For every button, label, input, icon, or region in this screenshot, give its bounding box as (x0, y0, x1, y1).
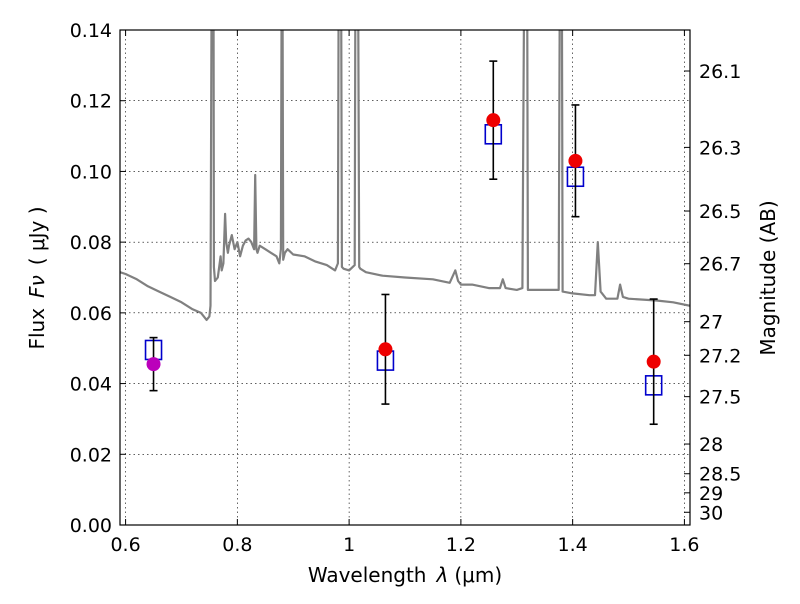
y-tick-label: 0.14 (70, 20, 112, 42)
y-tick-label: 0.12 (70, 91, 112, 113)
y2-tick-label: 26.7 (699, 254, 741, 276)
y-tick-label: 0.02 (70, 444, 112, 466)
x-tick-label: 0.8 (222, 534, 252, 556)
x-axis-label: Wavelength λ (μm) (308, 563, 502, 587)
y-tick-label: 0.00 (70, 515, 112, 537)
y-tick-label: 0.08 (70, 232, 112, 254)
y2-tick-label: 26.1 (699, 61, 741, 83)
y2-tick-label: 30 (699, 502, 723, 524)
y2-tick-label: 26.5 (699, 201, 741, 223)
axes: 0.6 0.8 1 1.2 1.4 1.6 0.00 0.02 0.04 0.06 0.08 0.10… (70, 20, 742, 556)
y2-tick-label: 29 (699, 483, 723, 505)
observed-flux-point (146, 357, 161, 372)
x-tick-label: 1.6 (669, 534, 699, 556)
markers (144, 60, 663, 426)
y-tick-label: 0.04 (70, 374, 112, 396)
x-tick-label: 1 (343, 534, 355, 556)
x-tick-label: 1.2 (446, 534, 476, 556)
y2-axis-label: Magnitude (AB) (756, 200, 780, 355)
y-tick-label: 0.06 (70, 303, 112, 325)
y2-tick-label: 27.5 (699, 387, 741, 409)
y2-tick-label: 27 (699, 312, 723, 334)
y-axis-label: FluxFν( μJy ) (25, 206, 49, 349)
y2-tick-label: 28 (699, 434, 723, 456)
y2-tick-label: 26.3 (699, 137, 741, 159)
y2-tick-label: 27.2 (699, 345, 741, 367)
observed-flux-point (646, 354, 661, 369)
x-tick-label: 1.4 (558, 534, 588, 556)
sed-model-line (120, 30, 690, 321)
plot-frame (119, 29, 691, 526)
y2-tick-label: 28.5 (699, 464, 741, 486)
observed-flux-point (568, 153, 583, 168)
y-tick-label: 0.10 (70, 161, 112, 183)
observed-flux-point (486, 113, 501, 128)
x-tick-label: 0.6 (110, 534, 140, 556)
observed-flux-point (378, 342, 393, 357)
